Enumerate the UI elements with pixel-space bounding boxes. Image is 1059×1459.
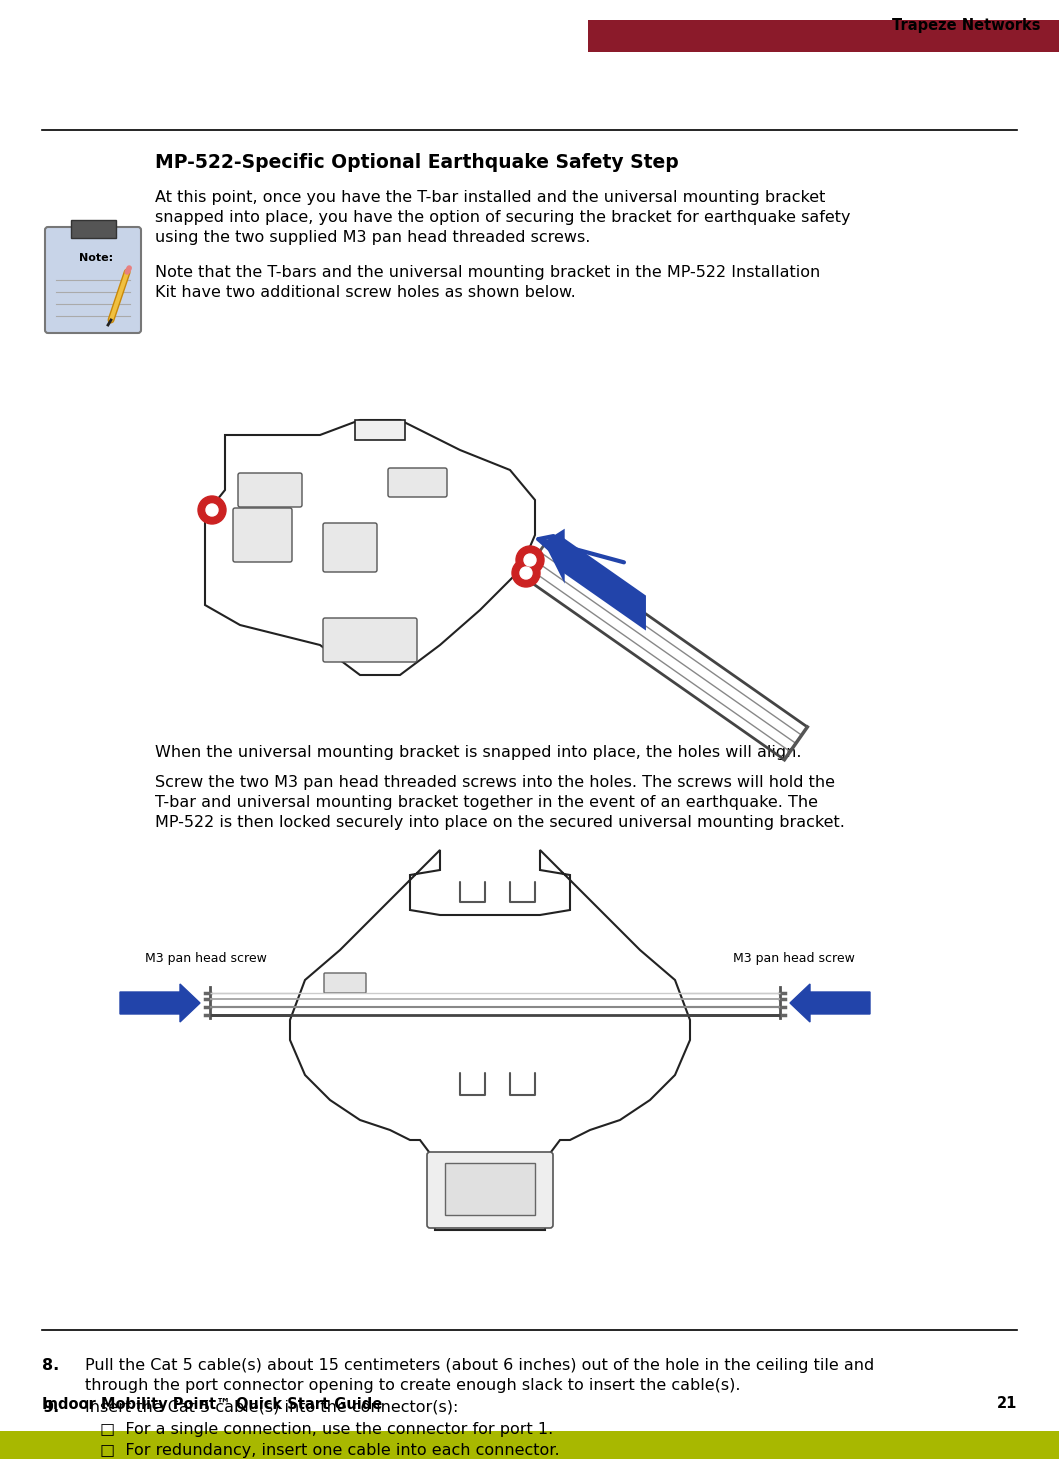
Text: MP-522 is then locked securely into place on the secured universal mounting brac: MP-522 is then locked securely into plac…	[155, 816, 845, 830]
Circle shape	[511, 559, 540, 587]
Circle shape	[198, 496, 226, 524]
FancyBboxPatch shape	[427, 1153, 553, 1228]
FancyBboxPatch shape	[44, 228, 141, 333]
FancyArrow shape	[120, 983, 200, 1021]
Bar	[0, 1431, 1059, 1459]
Text: 21: 21	[997, 1396, 1017, 1411]
Polygon shape	[543, 528, 564, 584]
FancyBboxPatch shape	[323, 619, 417, 662]
Bar	[588, 20, 1059, 53]
Text: T-bar and universal mounting bracket together in the event of an earthquake. The: T-bar and universal mounting bracket tog…	[155, 795, 818, 810]
Text: Insert the Cat 5 cable(s) into the connector(s):: Insert the Cat 5 cable(s) into the conne…	[85, 1401, 459, 1415]
Text: □  For redundancy, insert one cable into each connector.: □ For redundancy, insert one cable into …	[100, 1443, 559, 1458]
Polygon shape	[559, 535, 646, 630]
Text: M3 pan head screw: M3 pan head screw	[733, 953, 855, 964]
Text: Indoor Mobility Point™ Quick Start Guide: Indoor Mobility Point™ Quick Start Guide	[42, 1396, 382, 1411]
Text: MP-522-Specific Optional Earthquake Safety Step: MP-522-Specific Optional Earthquake Safe…	[155, 153, 679, 172]
Polygon shape	[355, 420, 405, 441]
Text: 8.: 8.	[42, 1358, 59, 1373]
Text: through the port connector opening to create enough slack to insert the cable(s): through the port connector opening to cr…	[85, 1377, 740, 1393]
Text: using the two supplied M3 pan head threaded screws.: using the two supplied M3 pan head threa…	[155, 231, 590, 245]
Text: Kit have two additional screw holes as shown below.: Kit have two additional screw holes as s…	[155, 285, 576, 301]
Text: □  For a single connection, use the connector for port 1.: □ For a single connection, use the conne…	[100, 1423, 553, 1437]
Circle shape	[520, 568, 532, 579]
Text: When the universal mounting bracket is snapped into place, the holes will align.: When the universal mounting bracket is s…	[155, 746, 802, 760]
Text: Pull the Cat 5 cable(s) about 15 centimeters (about 6 inches) out of the hole in: Pull the Cat 5 cable(s) about 15 centime…	[85, 1358, 875, 1373]
Text: Note that the T-bars and the universal mounting bracket in the MP-522 Installati: Note that the T-bars and the universal m…	[155, 266, 821, 280]
Circle shape	[516, 546, 544, 573]
Text: Trapeze Networks: Trapeze Networks	[892, 18, 1040, 34]
Text: Screw the two M3 pan head threaded screws into the holes. The screws will hold t: Screw the two M3 pan head threaded screw…	[155, 775, 834, 789]
Polygon shape	[205, 420, 535, 676]
Bar	[0, 1437, 1059, 1459]
FancyBboxPatch shape	[323, 522, 377, 572]
Circle shape	[207, 503, 218, 516]
FancyBboxPatch shape	[238, 473, 302, 506]
Text: snapped into place, you have the option of securing the bracket for earthquake s: snapped into place, you have the option …	[155, 210, 850, 225]
Circle shape	[524, 554, 536, 566]
Bar	[445, 1163, 535, 1215]
FancyArrow shape	[790, 983, 870, 1021]
Polygon shape	[290, 851, 690, 1230]
Text: 9.: 9.	[42, 1401, 59, 1415]
Text: Note:: Note:	[79, 252, 113, 263]
FancyBboxPatch shape	[233, 508, 292, 562]
FancyBboxPatch shape	[388, 468, 447, 498]
FancyBboxPatch shape	[324, 973, 366, 994]
Bar	[71, 220, 115, 238]
Text: At this point, once you have the T-bar installed and the universal mounting brac: At this point, once you have the T-bar i…	[155, 190, 825, 206]
Text: M3 pan head screw: M3 pan head screw	[145, 953, 267, 964]
